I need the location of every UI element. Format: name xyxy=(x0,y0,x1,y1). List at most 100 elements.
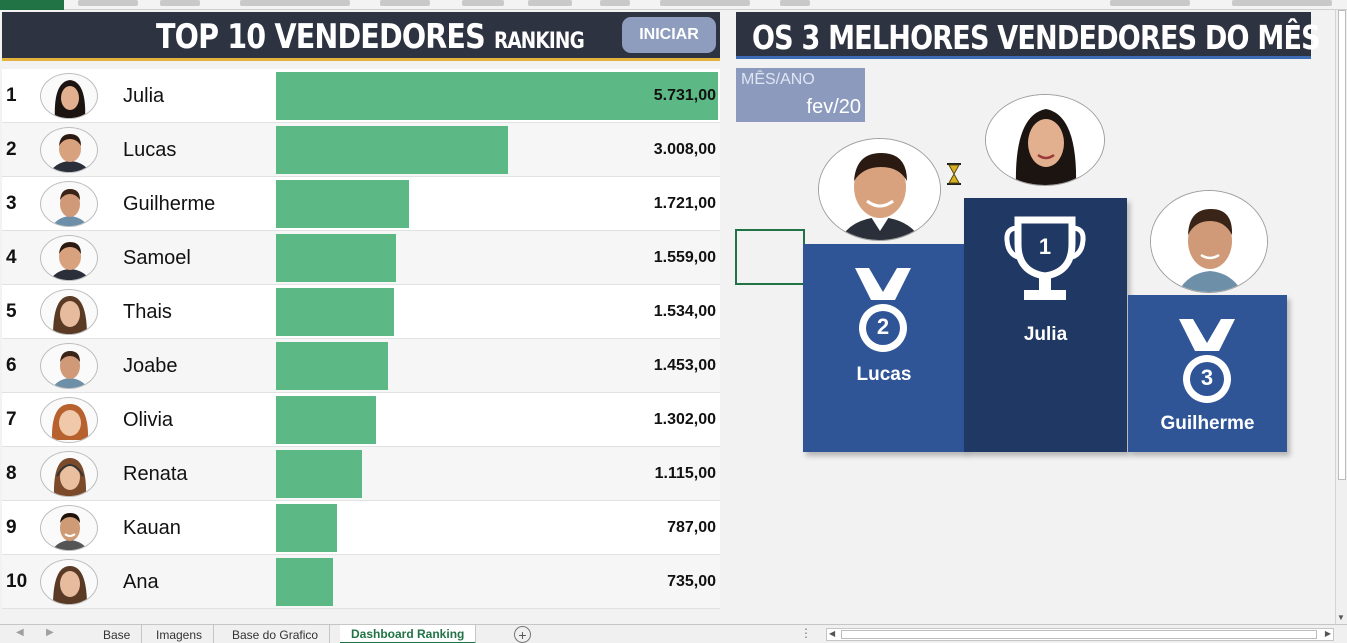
ranking-title-main: TOP 10 VENDEDORES xyxy=(156,17,486,57)
second-place-avatar xyxy=(818,138,941,241)
seller-name: Lucas xyxy=(123,138,177,161)
podium-third-place-number: 3 xyxy=(1200,365,1214,390)
seller-avatar xyxy=(40,559,98,605)
male-avatar-icon xyxy=(1151,191,1267,292)
sales-bar-track xyxy=(276,126,720,174)
rank-number: 3 xyxy=(6,193,17,214)
sales-bar xyxy=(276,504,337,552)
sales-value: 1.302,00 xyxy=(653,411,716,428)
scroll-down-icon[interactable]: ▼ xyxy=(1337,613,1345,622)
sales-bar xyxy=(276,72,718,120)
next-sheet-icon[interactable]: ▶ xyxy=(46,627,54,638)
seller-avatar xyxy=(40,181,98,227)
male-avatar-icon xyxy=(819,139,940,240)
rank-number: 6 xyxy=(6,355,17,376)
sales-value: 787,00 xyxy=(667,519,716,536)
top3-header: OS 3 MELHORES VENDEDORES DO MÊS xyxy=(736,12,1321,59)
sheet-tab-imagens[interactable]: Imagens xyxy=(145,625,215,643)
start-button[interactable]: INICIAR xyxy=(622,17,716,53)
female-avatar-icon xyxy=(986,95,1104,185)
horizontal-scrollbar-thumb[interactable] xyxy=(841,630,1317,639)
seller-avatar xyxy=(40,451,98,497)
sales-bar xyxy=(276,450,362,498)
seller-name: Julia xyxy=(123,84,165,107)
rank-number: 8 xyxy=(6,463,17,484)
female-avatar-dark-hair-icon xyxy=(54,80,86,118)
table-row: 3 Guilherme 1.721,00 xyxy=(2,177,720,231)
sales-bar xyxy=(276,126,508,174)
share-button[interactable] xyxy=(1110,0,1190,6)
sheet-tab-base-do-grafico[interactable]: Base do Grafico xyxy=(221,625,331,643)
seller-name: Renata xyxy=(123,462,188,485)
podium-second-place-number: 2 xyxy=(876,314,890,339)
comments-button[interactable] xyxy=(1232,0,1332,6)
scroll-left-icon[interactable]: ◀ xyxy=(829,629,836,638)
male-avatar-suit-icon xyxy=(50,134,90,172)
ribbon-strip xyxy=(0,0,1347,10)
rank-number: 7 xyxy=(6,409,17,430)
ribbon-tab[interactable] xyxy=(380,0,430,6)
sheet-tab-base[interactable]: Base xyxy=(92,625,143,643)
sales-bar xyxy=(276,288,394,336)
rank-number: 2 xyxy=(6,139,17,160)
sheet-tab-bar: ◀ ▶ Base Imagens Base do Grafico Dashboa… xyxy=(0,624,1347,643)
ranking-header: TOP 10 VENDEDORES RANKING INICIAR xyxy=(2,12,720,61)
sales-value: 3.008,00 xyxy=(653,141,716,158)
seller-name: Samoel xyxy=(123,246,191,269)
ribbon-tab[interactable] xyxy=(240,0,350,6)
podium-first-place-name: Julia xyxy=(1023,324,1068,345)
ribbon-tab[interactable] xyxy=(462,0,504,6)
podium-third-place: 3 Guilherme xyxy=(1128,295,1287,452)
file-tab[interactable] xyxy=(0,0,64,10)
horizontal-scrollbar[interactable]: ◀ ▶ xyxy=(826,628,1334,641)
female-avatar-red-hair-icon xyxy=(51,404,89,440)
seller-avatar xyxy=(40,73,98,119)
sales-value: 5.731,00 xyxy=(653,87,716,104)
month-selector[interactable]: MÊS/ANO fev/20 xyxy=(736,68,865,122)
ribbon-tab[interactable] xyxy=(660,0,750,6)
medal-icon xyxy=(1179,319,1235,403)
seller-name: Kauan xyxy=(123,516,181,539)
sales-bar-track xyxy=(276,180,720,228)
ribbon-tab[interactable] xyxy=(780,0,810,6)
third-place-avatar xyxy=(1150,190,1268,293)
table-row: 7 Olivia 1.302,00 xyxy=(2,393,720,447)
rank-number: 5 xyxy=(6,301,17,322)
selected-cell[interactable] xyxy=(735,229,805,285)
sales-value: 1.115,00 xyxy=(654,465,716,482)
vertical-scrollbar-thumb[interactable] xyxy=(1338,10,1346,480)
sales-bar xyxy=(276,342,388,390)
more-options-icon[interactable]: ⋮ xyxy=(800,626,812,640)
male-avatar-smiling-icon xyxy=(52,513,88,550)
table-row: 2 Lucas 3.008,00 xyxy=(2,123,720,177)
sales-value: 735,00 xyxy=(667,573,716,590)
sales-bar-track xyxy=(276,450,720,498)
ranking-title: TOP 10 VENDEDORES RANKING xyxy=(156,17,585,57)
ribbon-tab[interactable] xyxy=(600,0,630,6)
seller-avatar xyxy=(40,397,98,443)
male-avatar-short-hair-icon xyxy=(52,189,88,226)
vertical-scrollbar[interactable]: ▼ xyxy=(1335,10,1347,624)
sales-bar xyxy=(276,558,333,606)
scroll-right-icon[interactable]: ▶ xyxy=(1324,629,1331,638)
sales-bar xyxy=(276,234,396,282)
ribbon-tab[interactable] xyxy=(78,0,138,6)
seller-name: Thais xyxy=(123,300,172,323)
table-row: 9 Kauan 787,00 xyxy=(2,501,720,555)
table-row: 10 Ana 735,00 xyxy=(2,555,720,609)
ranking-table: 1 Julia 5.731,00 2 Lucas 3.008,00 3 Guilherme 1.… xyxy=(2,69,720,609)
table-row: 8 Renata 1.115,00 xyxy=(2,447,720,501)
table-row: 5 Thais 1.534,00 xyxy=(2,285,720,339)
add-sheet-icon[interactable]: + xyxy=(514,626,531,643)
podium-third-place-name: Guilherme xyxy=(1160,413,1255,434)
podium-first-place-number: 1 xyxy=(1038,234,1052,259)
month-value: fev/20 xyxy=(806,96,861,118)
sales-bar-track xyxy=(276,342,720,390)
previous-sheet-icon[interactable]: ◀ xyxy=(16,627,24,638)
female-avatar-long-hair-icon xyxy=(53,296,87,334)
ribbon-tab[interactable] xyxy=(160,0,200,6)
male-avatar-short-hair-icon xyxy=(52,351,88,388)
rank-number: 4 xyxy=(6,247,17,268)
ribbon-tab[interactable] xyxy=(528,0,572,6)
sheet-tab-dashboard-ranking[interactable]: Dashboard Ranking xyxy=(340,625,477,643)
